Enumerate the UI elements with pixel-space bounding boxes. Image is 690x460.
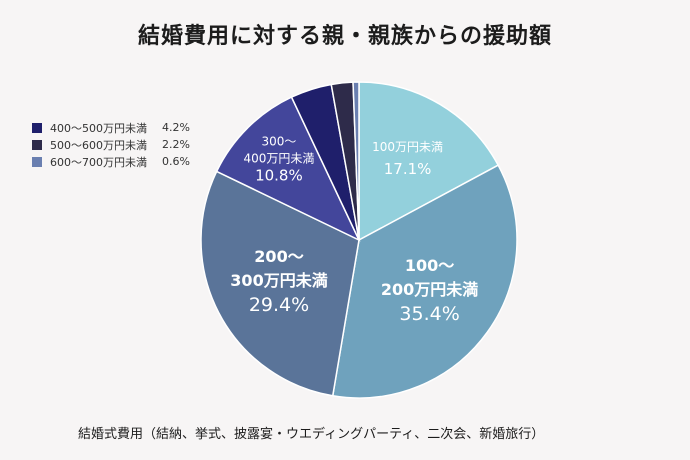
legend-swatch [32,139,42,150]
slice-category-label: 100〜 [405,256,454,275]
chart-caption: 結婚式費用（結納、挙式、披露宴・ウエディングパーティ、二次会、新婚旅行） [78,427,545,442]
legend-value: 4.2% [162,121,190,134]
legend-label: 400〜500万円未満 [50,121,147,135]
slice-category-label: 300〜 [261,135,296,149]
pie-slice [331,164,518,399]
pie-slice [358,81,500,242]
chart-title: 結婚費用に対する親・親族からの援助額 [137,24,552,49]
slice-value-label: 17.1% [384,160,432,178]
legend-label: 600〜700万円未満 [50,155,147,169]
slice-category-label: 300万円未満 [230,271,327,290]
legend-item: 600〜700万円未満 0.6% [32,153,190,170]
pie-slice [215,96,361,242]
legend-item: 500〜600万円未満 2.2% [32,136,190,153]
slice-category-label: 100万円未満 [372,140,443,154]
legend-swatch [32,122,42,133]
legend-swatch [32,156,42,167]
pie-slice [352,81,360,241]
slice-category-label: 400万円未満 [243,152,314,166]
legend-label: 500〜600万円未満 [50,138,147,152]
slice-value-label: 29.4% [249,294,309,316]
pie-slice [200,170,360,397]
chart-legend: 400〜500万円未満 4.2% 500〜600万円未満 2.2% 600〜70… [32,119,190,170]
slice-category-label: 200〜 [254,247,303,266]
slice-value-label: 35.4% [399,303,459,325]
legend-item: 400〜500万円未満 4.2% [32,119,190,136]
legend-value: 0.6% [162,155,190,168]
legend-value: 2.2% [162,138,190,151]
slice-category-label: 200万円未満 [381,280,478,299]
slice-value-label: 10.8% [255,167,303,185]
